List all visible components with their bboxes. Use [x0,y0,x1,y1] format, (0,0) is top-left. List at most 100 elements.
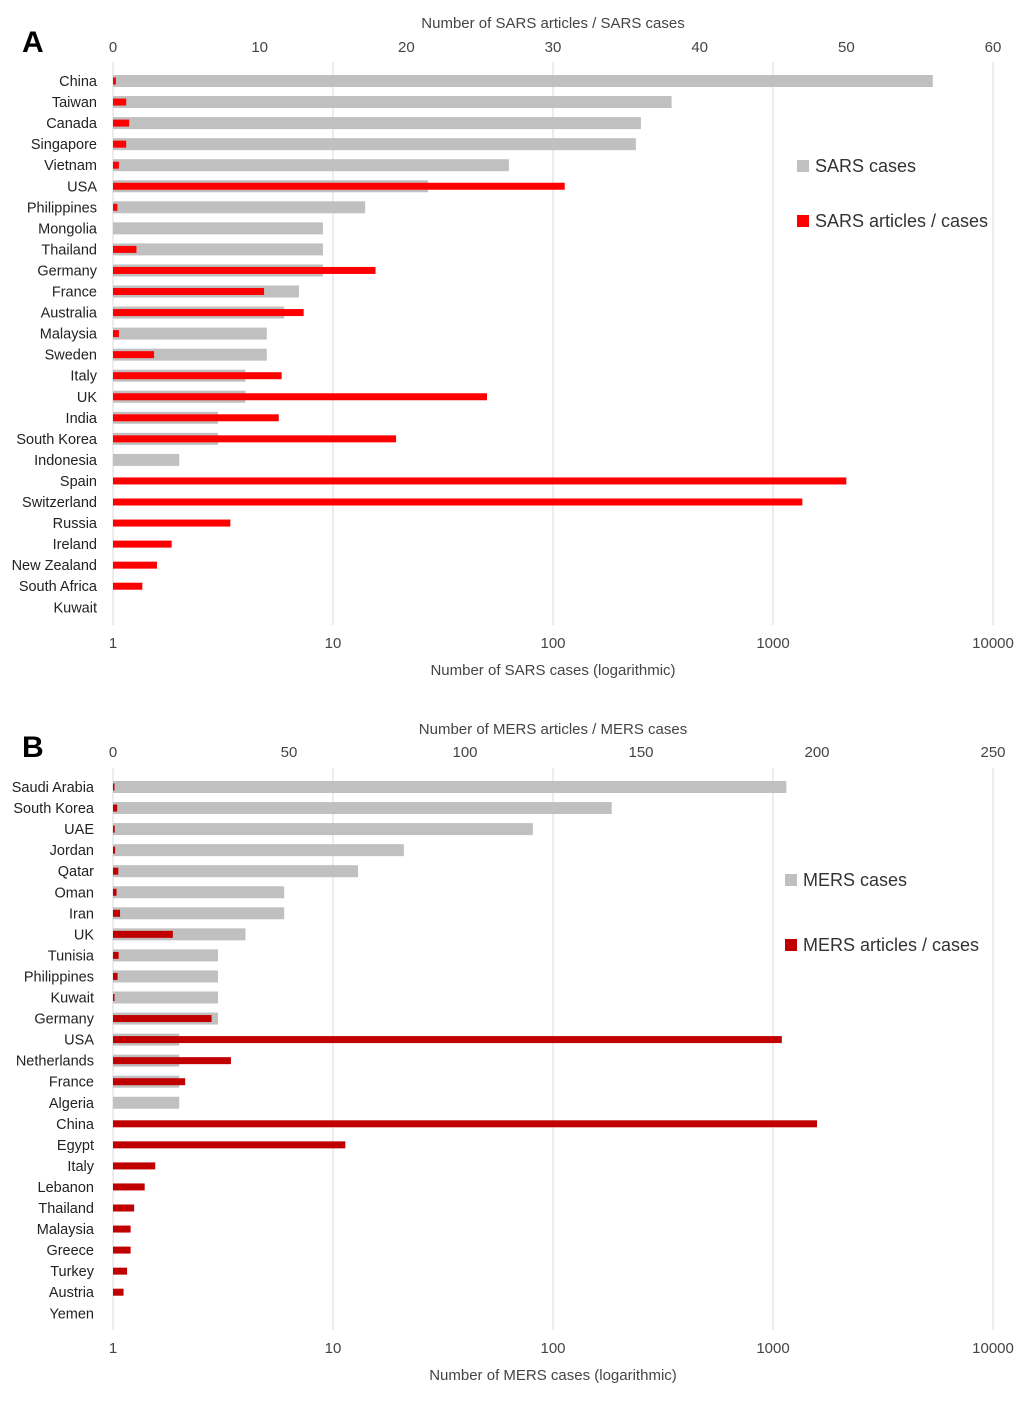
ratio-bar [113,930,173,938]
category-label: Malaysia [37,1222,95,1238]
ratio-bar [113,330,119,338]
top-tick-label: 20 [398,39,415,56]
bottom-axis-title: Number of MERS cases (logarithmic) [429,1367,677,1384]
cases-bar [113,117,641,130]
ratio-bar [113,1036,782,1044]
ratio-bar [113,77,116,85]
ratio-bar [113,1015,212,1023]
top-tick-label: 150 [628,744,653,761]
ratio-bar [113,1162,156,1170]
category-label: Oman [55,885,95,901]
ratio-bar [113,266,376,274]
category-label: Greece [46,1243,94,1259]
ratio-bar [113,972,118,980]
category-label: France [52,285,97,301]
category-label: Iran [69,906,94,922]
panel-label: A [22,26,44,59]
ratio-bar [113,1141,346,1149]
legend-swatch [797,160,809,172]
category-label: Netherlands [16,1054,94,1070]
ratio-bar [113,1057,231,1065]
category-label: Kuwait [53,600,97,616]
category-label: Malaysia [40,327,98,343]
category-label: Australia [41,306,98,322]
category-label: South Korea [16,432,98,448]
bottom-tick-label: 100 [540,635,565,652]
bottom-axis-title: Number of SARS cases (logarithmic) [430,662,675,679]
top-tick-label: 30 [545,39,562,56]
category-label: USA [67,179,97,195]
cases-bar [113,138,636,151]
legend-label: SARS articles / cases [815,211,988,231]
ratio-bar [113,825,115,833]
ratio-bar [113,540,172,548]
ratio-bar [113,846,116,854]
ratio-bar [113,783,115,791]
cases-bar [113,865,359,878]
category-label: Saudi Arabia [12,780,95,796]
ratio-bar [113,1120,817,1128]
ratio-bar [113,1183,145,1191]
legend-label: MERS cases [803,870,907,890]
ratio-bar [113,582,143,590]
category-label: Taiwan [52,95,97,111]
legend-swatch [797,215,809,227]
category-label: USA [64,1033,94,1049]
ratio-bar [113,1246,131,1254]
ratio-bar [113,867,119,875]
ratio-bar [113,1267,128,1275]
legend-label: SARS cases [815,156,916,176]
cases-bar [113,222,323,235]
category-label: Sweden [45,348,97,364]
ratio-bar [113,804,118,812]
ratio-bar [113,288,265,295]
top-tick-label: 0 [109,39,117,56]
top-tick-label: 50 [281,744,298,761]
ratio-bar [113,393,487,401]
legend-swatch [785,939,797,951]
category-label: Germany [37,263,97,279]
category-label: Philippines [24,969,94,985]
cases-bar [113,802,612,815]
top-tick-label: 100 [452,744,477,761]
category-label: Thailand [38,1201,94,1217]
panel-label: B [22,731,44,764]
category-label: Tunisia [48,948,95,964]
ratio-bar [113,951,119,959]
category-label: France [49,1075,94,1091]
ratio-bar [113,498,803,506]
ratio-bar [113,1204,135,1212]
ratio-bar [113,161,119,169]
category-label: Italy [67,1159,94,1175]
bottom-tick-label: 1 [109,635,117,652]
top-tick-label: 50 [838,39,855,56]
cases-bar [113,949,218,962]
category-label: South Korea [13,801,95,817]
bottom-tick-label: 100 [540,1340,565,1357]
ratio-bar [113,888,117,896]
category-label: Austria [49,1285,95,1301]
ratio-bar [113,351,155,359]
cases-bar [113,844,404,857]
category-label: Qatar [58,864,94,880]
ratio-bar [113,994,115,1001]
cases-bar [113,907,285,920]
cases-bar [113,970,218,983]
ratio-bar [113,119,130,127]
top-axis-title: Number of SARS articles / SARS cases [421,15,684,32]
bottom-tick-label: 1000 [756,1340,789,1357]
category-label: UK [74,927,94,943]
top-tick-label: 60 [985,39,1002,56]
cases-bar [113,991,218,1004]
cases-bar [113,453,180,466]
ratio-bar [113,372,282,380]
bottom-tick-label: 10000 [972,1340,1014,1357]
ratio-bar [113,182,565,190]
ratio-bar [113,1288,124,1296]
bottom-tick-label: 10 [325,635,342,652]
category-label: Turkey [50,1264,95,1280]
category-label: Indonesia [34,453,98,469]
top-tick-label: 10 [251,39,268,56]
cases-bar [113,201,366,214]
ratio-bar [113,1078,186,1086]
